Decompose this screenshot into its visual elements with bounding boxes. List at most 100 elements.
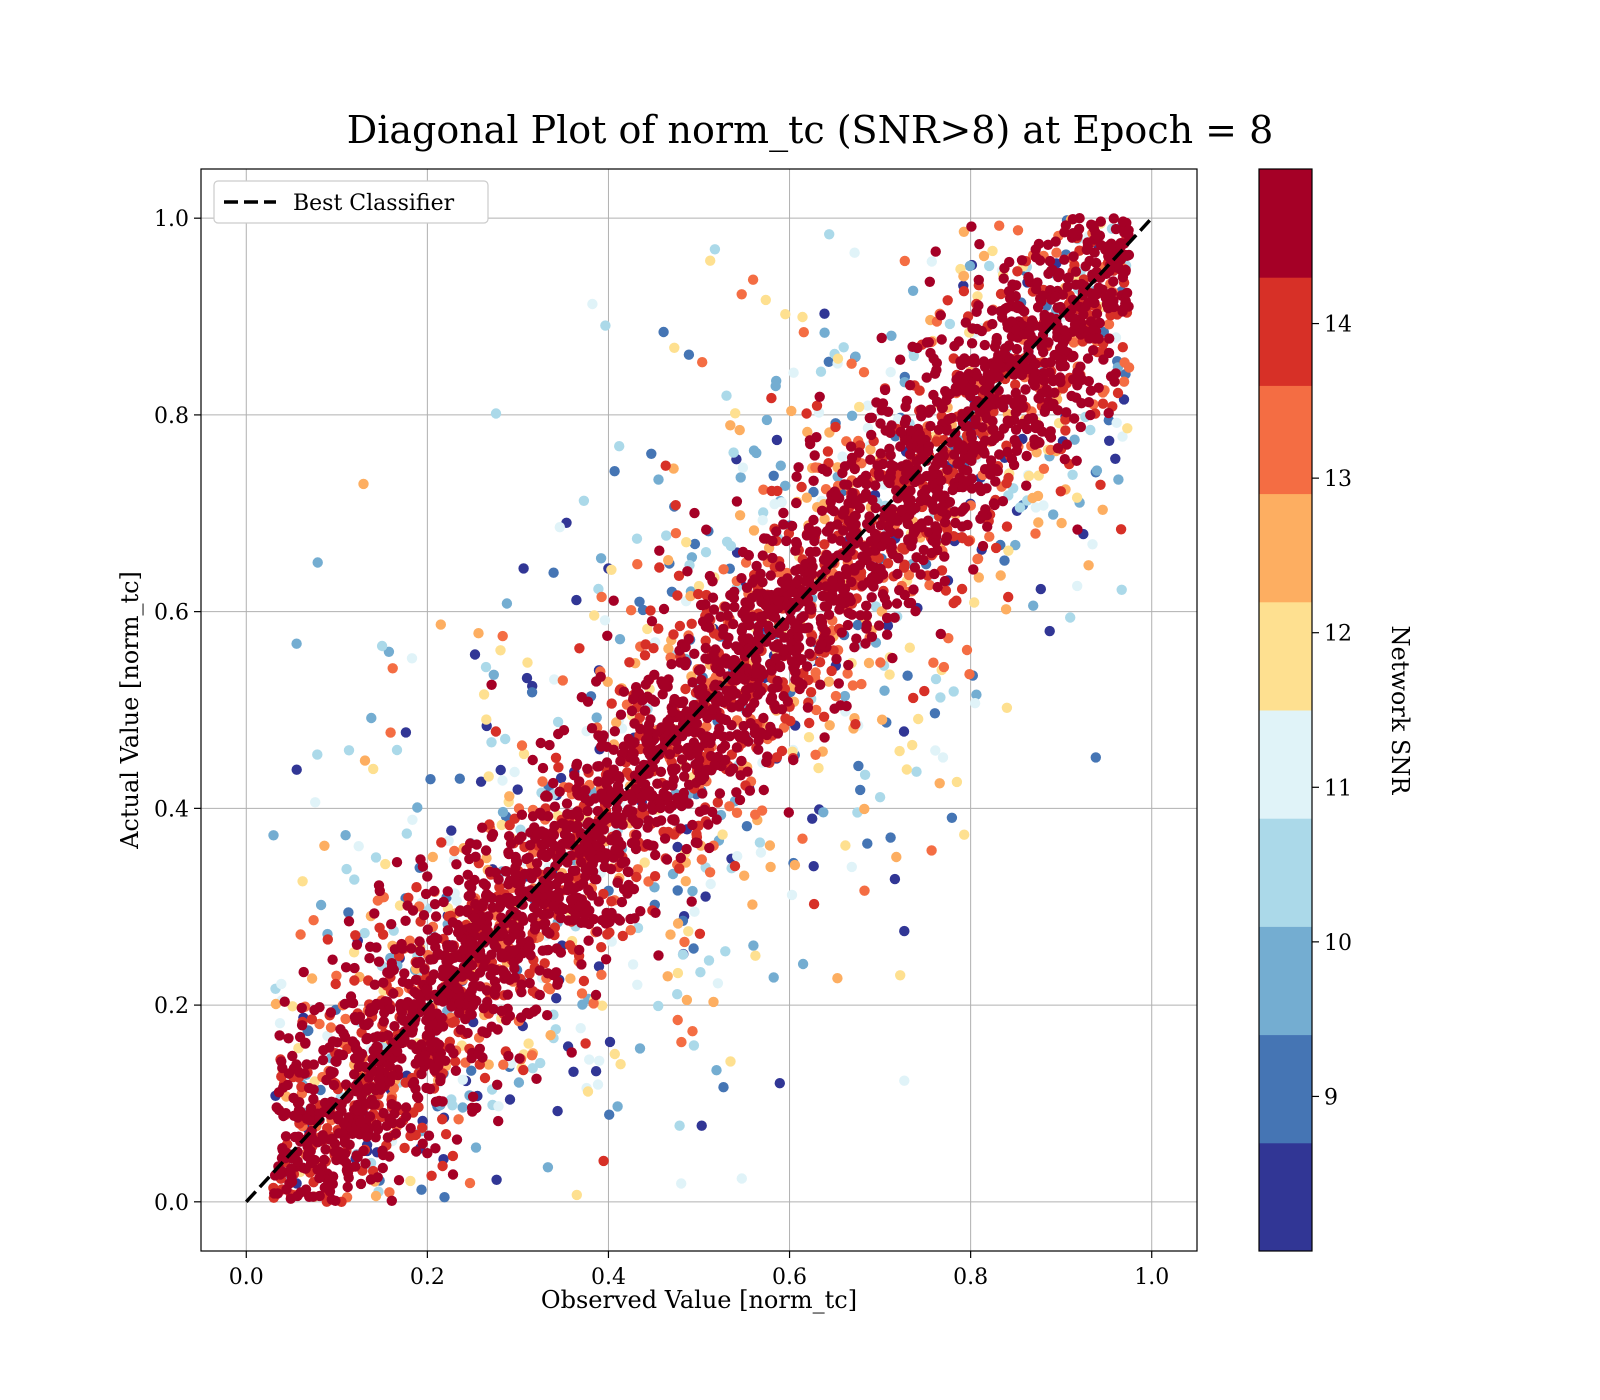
scatter-point bbox=[852, 619, 863, 631]
scatter-point bbox=[1043, 428, 1055, 440]
x-axis-ticks: 0.0 0.2 0.4 0.6 0.8 1.0 bbox=[229, 1251, 1169, 1290]
scatter-point bbox=[1082, 353, 1094, 364]
scatter-point bbox=[794, 683, 805, 695]
scatter-point bbox=[544, 739, 555, 751]
scatter-point bbox=[870, 480, 881, 491]
scatter-point bbox=[958, 226, 970, 237]
scatter-point bbox=[340, 830, 351, 841]
scatter-point bbox=[707, 704, 718, 715]
scatter-point bbox=[704, 570, 716, 582]
scatter-point bbox=[347, 1036, 358, 1047]
scatter-point bbox=[831, 653, 842, 665]
scatter-point bbox=[1085, 409, 1096, 421]
scatter-point bbox=[294, 1031, 306, 1043]
scatter-point bbox=[847, 680, 859, 691]
scatter-point bbox=[741, 821, 753, 832]
scatter-point bbox=[1095, 216, 1107, 227]
scatter-point bbox=[987, 424, 998, 435]
scatter-point bbox=[861, 518, 873, 530]
scatter-point bbox=[639, 705, 651, 716]
scatter-point bbox=[846, 861, 857, 873]
scatter-point bbox=[640, 789, 651, 801]
scatter-point bbox=[801, 408, 812, 419]
scatter-point bbox=[477, 822, 488, 833]
scatter-point bbox=[464, 879, 475, 891]
scatter-point bbox=[496, 948, 507, 959]
scatter-point bbox=[477, 1026, 488, 1037]
scatter-point bbox=[704, 867, 716, 878]
scatter-point bbox=[319, 1154, 330, 1166]
scatter-point bbox=[414, 956, 426, 968]
scatter-point bbox=[515, 936, 527, 947]
scatter-point bbox=[790, 565, 801, 576]
scatter-point bbox=[369, 979, 380, 990]
scatter-point bbox=[833, 678, 844, 689]
scatter-point bbox=[657, 689, 668, 700]
x-tick-label: 0.2 bbox=[410, 1265, 445, 1290]
scatter-point bbox=[839, 505, 850, 516]
scatter-point bbox=[590, 827, 601, 839]
scatter-point bbox=[632, 864, 643, 875]
scatter-point bbox=[895, 970, 906, 981]
scatter-point bbox=[683, 779, 695, 790]
scatter-point bbox=[1044, 255, 1056, 267]
scatter-point bbox=[891, 598, 903, 609]
scatter-point bbox=[751, 668, 762, 679]
scatter-point bbox=[297, 876, 308, 887]
scatter-point bbox=[1009, 397, 1020, 408]
scatter-point bbox=[662, 971, 673, 982]
scatter-point bbox=[308, 1059, 319, 1070]
scatter-point bbox=[860, 488, 872, 499]
scatter-point bbox=[984, 531, 995, 542]
scatter-point bbox=[384, 1060, 395, 1072]
scatter-point bbox=[1108, 295, 1119, 307]
scatter-point bbox=[1115, 524, 1127, 535]
scatter-point bbox=[406, 1027, 418, 1038]
scatter-point bbox=[901, 487, 913, 499]
scatter-point bbox=[314, 1018, 325, 1030]
scatter-point bbox=[1072, 367, 1083, 378]
scatter-point bbox=[550, 752, 562, 763]
scatter-point bbox=[350, 930, 361, 941]
scatter-point bbox=[437, 1160, 448, 1172]
scatter-point bbox=[405, 1175, 416, 1187]
scatter-point bbox=[973, 572, 984, 583]
colorbar-tick-label: 12 bbox=[1324, 622, 1352, 647]
scatter-point bbox=[433, 949, 444, 960]
scatter-point bbox=[675, 657, 686, 668]
scatter-point bbox=[301, 1113, 312, 1125]
scatter-point bbox=[806, 604, 817, 615]
scatter-point bbox=[1033, 517, 1044, 528]
scatter-point bbox=[436, 837, 447, 848]
scatter-point bbox=[961, 644, 973, 656]
scatter-point bbox=[675, 852, 686, 864]
scatter-point bbox=[516, 740, 528, 751]
scatter-point bbox=[835, 535, 846, 546]
scatter-point bbox=[1030, 358, 1041, 370]
scatter-point bbox=[935, 310, 946, 321]
scatter-point bbox=[762, 751, 773, 762]
scatter-point bbox=[639, 650, 651, 661]
scatter-point bbox=[973, 274, 984, 286]
scatter-point bbox=[416, 1068, 427, 1080]
scatter-point bbox=[681, 762, 692, 773]
scatter-point bbox=[798, 327, 809, 338]
scatter-point bbox=[950, 382, 961, 394]
scatter-point bbox=[640, 639, 651, 650]
scatter-point bbox=[602, 929, 613, 940]
scatter-point bbox=[662, 791, 673, 802]
scatter-point bbox=[899, 925, 910, 937]
scatter-point bbox=[464, 1177, 476, 1189]
scatter-point bbox=[819, 327, 830, 338]
scatter-point bbox=[584, 905, 595, 916]
scatter-point bbox=[826, 503, 837, 515]
scatter-point bbox=[388, 988, 399, 999]
scatter-point bbox=[742, 766, 753, 777]
scatter-point bbox=[368, 1005, 379, 1016]
scatter-point bbox=[821, 466, 833, 477]
scatter-point bbox=[389, 1108, 400, 1119]
scatter-point bbox=[924, 579, 935, 591]
scatter-point bbox=[687, 819, 698, 831]
scatter-point bbox=[910, 606, 921, 617]
scatter-point bbox=[1010, 324, 1022, 336]
